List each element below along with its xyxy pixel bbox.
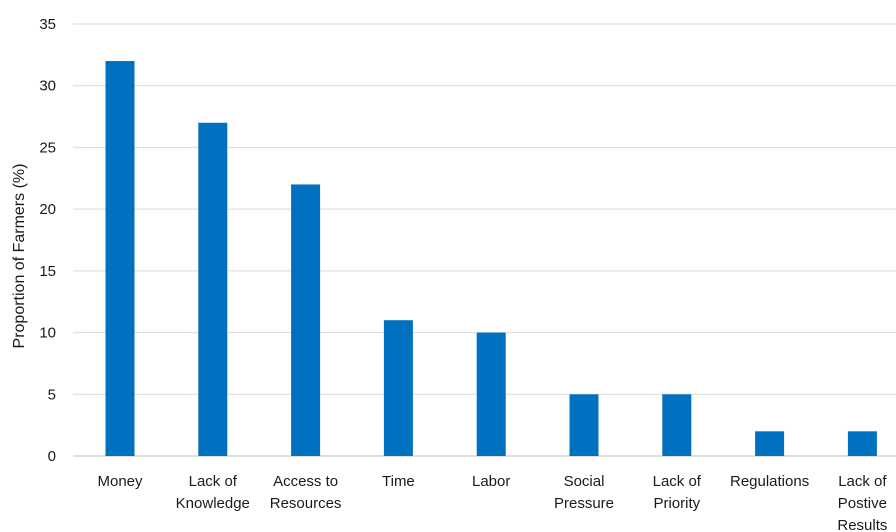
y-tick-label: 15 bbox=[39, 263, 56, 280]
bar bbox=[291, 184, 321, 456]
bar bbox=[383, 320, 413, 456]
x-category-label: Money bbox=[97, 473, 143, 490]
x-category-label: Lack of Priority bbox=[653, 473, 702, 512]
y-tick-labels: 0 5 10 15 20 25 30 35 bbox=[39, 16, 56, 465]
bar bbox=[198, 122, 228, 456]
bar bbox=[662, 394, 692, 456]
y-tick-label: 25 bbox=[39, 139, 56, 156]
y-tick-label: 20 bbox=[39, 201, 56, 218]
y-tick-label: 5 bbox=[48, 386, 56, 403]
bar bbox=[476, 332, 506, 456]
bar bbox=[755, 431, 785, 456]
y-tick-label: 30 bbox=[39, 78, 56, 95]
y-axis-title: Proportion of Farmers (%) bbox=[11, 164, 28, 349]
x-category-labels: Money Lack of Knowledge Access to Resources T… bbox=[97, 473, 887, 532]
y-tick-label: 0 bbox=[48, 448, 56, 465]
x-category-label: Time bbox=[382, 473, 415, 490]
x-category-label: Social Pressure bbox=[554, 473, 614, 512]
bar bbox=[569, 394, 599, 456]
bars bbox=[105, 61, 877, 457]
x-category-label: Regulations bbox=[730, 473, 809, 490]
x-category-label: Labor bbox=[472, 473, 510, 490]
y-tick-label: 10 bbox=[39, 325, 56, 342]
bar bbox=[105, 61, 135, 457]
x-category-label: Lack of Postive Results bbox=[837, 473, 887, 532]
bar bbox=[847, 431, 877, 456]
x-category-label: Lack of Knowledge bbox=[176, 473, 250, 512]
x-category-label: Access to Resources bbox=[270, 473, 342, 512]
y-tick-label: 35 bbox=[39, 16, 56, 33]
